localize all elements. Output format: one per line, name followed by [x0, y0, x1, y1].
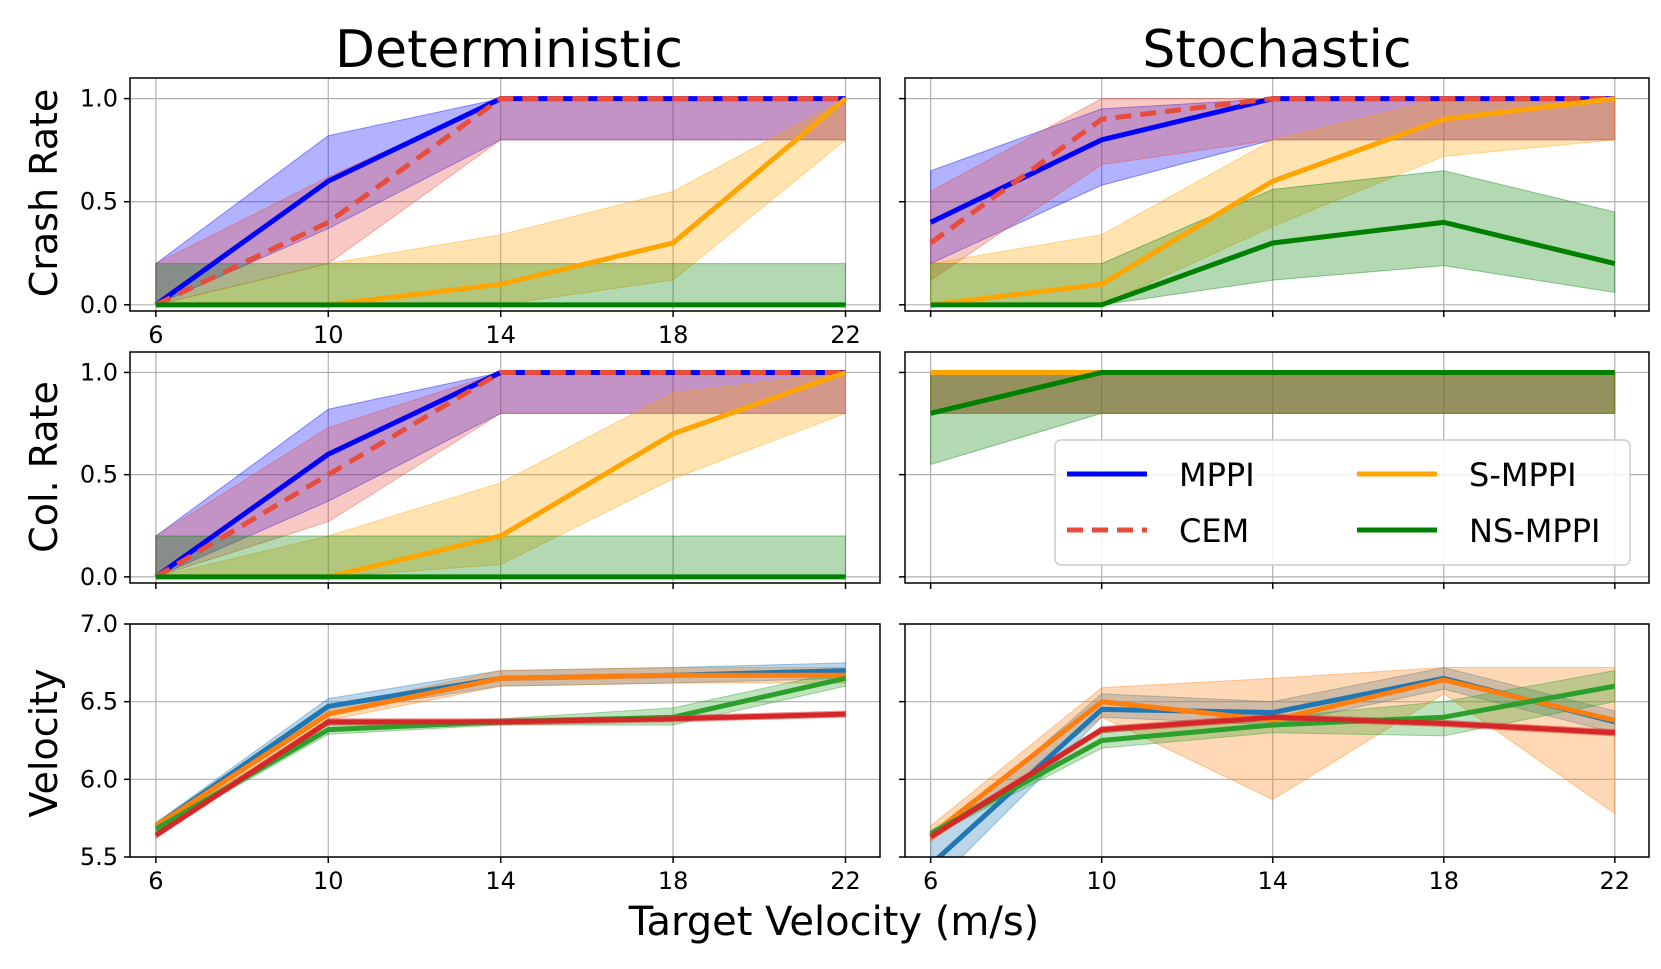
plot-area [905, 78, 1649, 311]
axes-frame [129, 623, 881, 858]
axes-frame [904, 77, 1650, 312]
y-tick-label: 0.0 [80, 291, 118, 319]
y-tick-label: 7.0 [80, 610, 118, 638]
panel-0: 6 10 14 18 22 0.0 0.5 1.0 [80, 77, 881, 349]
plot-marks [154, 369, 847, 580]
x-tick-label: 14 [485, 867, 516, 895]
x-tick-label: 10 [313, 321, 344, 349]
column-title-stochastic: Stochastic [1142, 20, 1411, 80]
line-cem [929, 714, 1615, 839]
y-tick-label: 6.0 [80, 765, 118, 793]
x-tick-label: 18 [658, 867, 689, 895]
x-tick-label: 6 [923, 867, 938, 895]
band-mppi [155, 371, 847, 578]
y-tick-label: 0.5 [80, 188, 118, 216]
panel-1 [899, 77, 1650, 317]
x-tick-label: 18 [1428, 867, 1459, 895]
line-cem [154, 96, 846, 308]
y-tick-label: 1.0 [80, 358, 118, 386]
band-cem [155, 371, 847, 578]
legend-label-mppi: MPPI [1179, 456, 1255, 494]
panels: 6 10 14 18 220.00.51.00.00.51.06 10 14 18 225.56… [80, 77, 1650, 895]
xlabel: Target Velocity (m/s) [628, 899, 1040, 945]
band-mppi [155, 98, 847, 306]
column-title-deterministic: Deterministic [335, 20, 683, 80]
x-tick-label: 6 [148, 321, 163, 349]
axes-frame [904, 623, 1650, 858]
line-ns-mppi [929, 683, 1616, 836]
line-s-mppi [930, 96, 1616, 308]
legend-label-cem: CEM [1179, 512, 1249, 550]
axes-frame [129, 351, 881, 584]
line-ns-mppi [930, 219, 1616, 308]
band-ns-mppi [155, 535, 847, 578]
plot-marks [154, 662, 847, 840]
x-tick-label: 10 [1086, 867, 1117, 895]
x-tick-label: 18 [658, 321, 689, 349]
band-s-mppi [155, 371, 847, 578]
plot-marks [929, 666, 1616, 857]
x-tick-label: 22 [1600, 867, 1631, 895]
x-tick-label: 6 [148, 867, 163, 895]
ylabel-col-rate: Col. Rate [22, 381, 66, 553]
x-tick-label: 10 [313, 867, 344, 895]
legend-label-s-mppi: S-MPPI [1469, 456, 1577, 494]
axes-frame [129, 77, 881, 312]
legend-box [1054, 439, 1631, 566]
ylabel-velocity: Velocity [22, 668, 66, 817]
y-tick-label: 5.5 [80, 843, 118, 871]
ylabel-crash-rate: Crash Rate [22, 89, 66, 298]
axes-frame [904, 351, 1650, 584]
plot-marks [154, 96, 848, 308]
legend-label-ns-mppi: NS-MPPI [1469, 512, 1600, 550]
y-tick-label: 0.0 [80, 563, 118, 591]
line-ns-mppi [930, 369, 1615, 416]
y-tick-label: 0.5 [80, 461, 118, 489]
y-tick-label: 1.0 [80, 85, 118, 113]
band-cem [930, 98, 1616, 282]
plot-marks [930, 369, 1616, 466]
y-tick-label: 6.5 [80, 688, 118, 716]
panel-2: 0.0 0.5 1.0 [80, 351, 881, 591]
plot-area [130, 78, 880, 311]
panel-5: 6 10 14 18 22 [899, 623, 1650, 895]
line-cem [154, 711, 846, 838]
x-tick-label: 14 [485, 321, 516, 349]
legend: MPPI S-MPPI CEM NS-MPPI [1054, 439, 1631, 566]
x-tick-label: 14 [1257, 867, 1288, 895]
line-cem [929, 96, 1615, 245]
panel-3 [899, 351, 1650, 589]
plot-area [905, 624, 1649, 857]
plot-area [130, 352, 880, 583]
x-tick-label: 22 [830, 867, 861, 895]
line-s-mppi [154, 672, 846, 829]
line-s-mppi [929, 677, 1616, 838]
line-cem [154, 369, 846, 580]
panel-4: 6 10 14 18 22 5.5 6.0 6.5 7.0 [80, 610, 881, 895]
plot-area [130, 624, 880, 857]
plot-marks [929, 96, 1616, 308]
x-tick-label: 22 [830, 321, 861, 349]
